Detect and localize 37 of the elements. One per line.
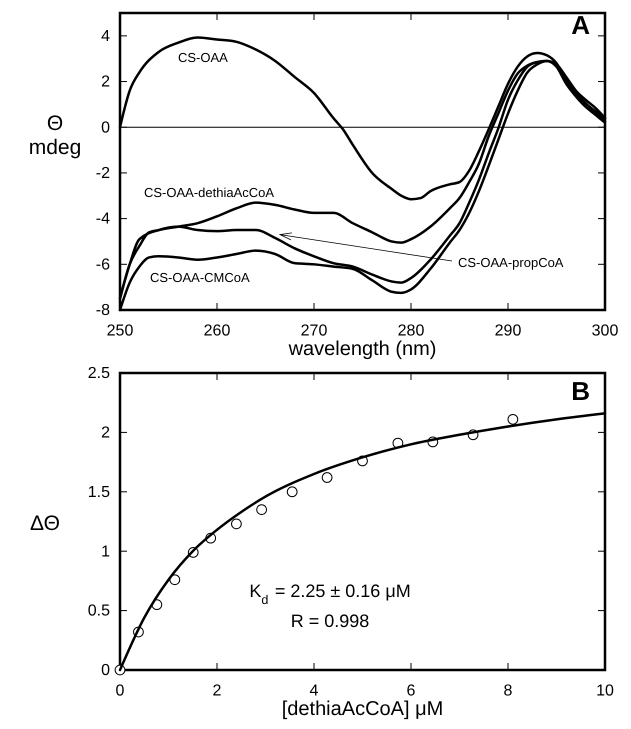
x-tick-label: 6 (406, 682, 416, 700)
y-tick-label: 4 (101, 28, 110, 45)
annotation: B (571, 376, 590, 406)
series-label: CS-OAA-dethiaAcCoA (144, 185, 274, 200)
series-label: CS-OAA (178, 50, 228, 65)
y-axis-title: ΔΘ (30, 512, 60, 535)
y-tick-label: 0 (101, 119, 110, 136)
y-tick-label: 0.5 (88, 602, 110, 620)
x-tick-label: 8 (504, 682, 513, 700)
y-tick-label: 1.5 (88, 484, 110, 501)
annotation: K$_{d}$ = 2.25 ± 0.16 μM (249, 581, 411, 607)
y-tick-label: -2 (96, 165, 110, 182)
series-label: CS-OAA-CMCoA (150, 270, 250, 285)
x-tick-label: 280 (398, 322, 424, 340)
y-tick-label: 2 (101, 424, 110, 442)
x-tick-label: 2 (212, 682, 222, 700)
x-tick-label: 270 (300, 322, 328, 340)
x-axis-title: [dethiaAcCoA] μM (282, 698, 444, 720)
y-axis-title: Θ mdeg (28, 112, 82, 160)
x-tick-label: 260 (204, 322, 230, 340)
y-tick-label: 2 (101, 74, 110, 91)
annotation: CS-OAA-propCoA (458, 255, 564, 270)
x-tick-label: 10 (596, 682, 614, 700)
x-tick-label: 250 (106, 322, 134, 340)
x-tick-label: 300 (592, 322, 618, 340)
x-tick-label: 0 (116, 682, 125, 700)
y-tick-label: 1 (101, 543, 110, 560)
y-tick-label: -6 (96, 256, 110, 274)
y-tick-label: 2.5 (88, 365, 110, 382)
annotation: A (571, 10, 590, 40)
y-tick-label: -4 (96, 210, 110, 228)
annotation: R = 0.998 (290, 611, 370, 631)
x-tick-label: 290 (494, 322, 522, 340)
x-tick-label: 4 (310, 682, 319, 700)
y-tick-label: 0 (101, 662, 110, 680)
x-axis-title: wavelength (nm) (288, 338, 436, 360)
y-tick-label: -8 (96, 302, 110, 320)
